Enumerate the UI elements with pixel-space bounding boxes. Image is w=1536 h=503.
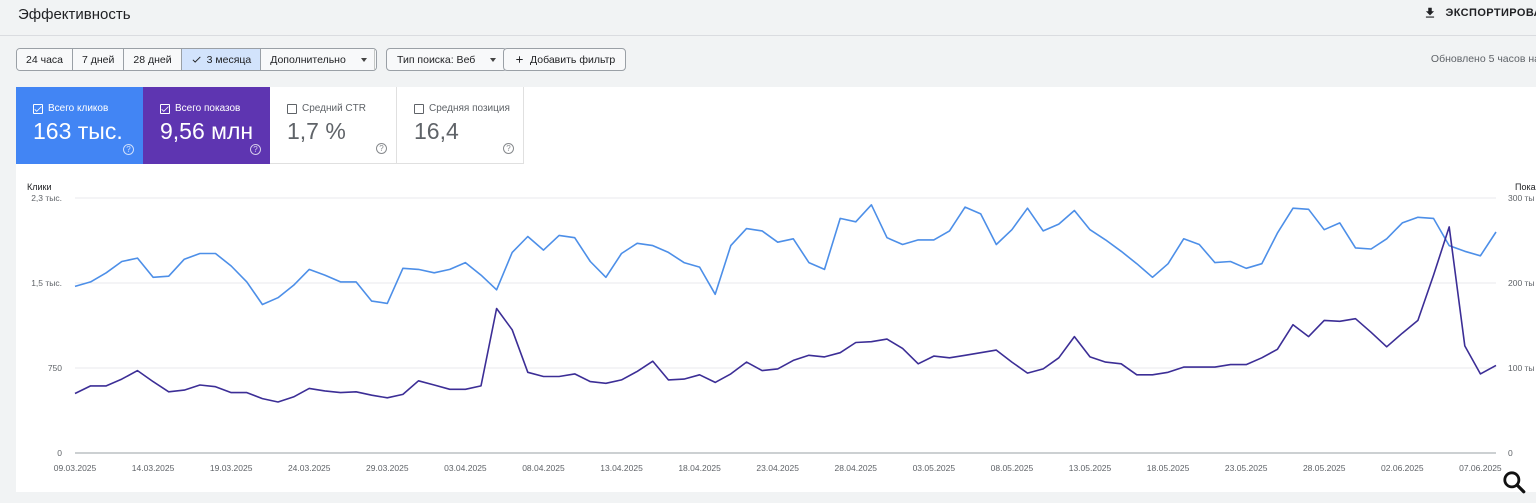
page-header: Эффективность ЭКСПОРТИРОВА bbox=[0, 0, 1536, 36]
magnifier-icon[interactable] bbox=[1501, 469, 1527, 495]
x-tick-label: 09.03.2025 bbox=[54, 463, 97, 473]
x-tick-label: 23.05.2025 bbox=[1225, 463, 1268, 473]
x-tick-label: 24.03.2025 bbox=[288, 463, 331, 473]
metric-position-label: Средняя позиция bbox=[429, 103, 510, 114]
metric-impressions[interactable]: Всего показов 9,56 млн ? bbox=[143, 87, 270, 164]
x-tick-label: 18.05.2025 bbox=[1147, 463, 1190, 473]
range-3m-button[interactable]: 3 месяца bbox=[181, 49, 262, 70]
x-tick-label: 13.05.2025 bbox=[1069, 463, 1112, 473]
x-tick-label: 03.05.2025 bbox=[913, 463, 956, 473]
export-button[interactable]: ЭКСПОРТИРОВА bbox=[1423, 6, 1536, 20]
left-tick-label: 0 bbox=[57, 448, 62, 458]
metric-clicks[interactable]: Всего кликов 163 тыс. ? bbox=[16, 87, 143, 164]
right-axis-title: Показ bbox=[1515, 182, 1536, 192]
metric-impressions-value: 9,56 млн bbox=[160, 118, 254, 144]
x-tick-label: 19.03.2025 bbox=[210, 463, 253, 473]
left-tick-label: 1,5 тыс. bbox=[31, 278, 62, 288]
metric-impressions-label: Всего показов bbox=[175, 103, 241, 114]
check-icon bbox=[161, 105, 169, 112]
caret-down-icon bbox=[490, 57, 497, 62]
metric-position-value: 16,4 bbox=[414, 118, 459, 144]
range-24h-label: 24 часа bbox=[26, 53, 63, 66]
help-icon[interactable]: ? bbox=[123, 144, 134, 155]
metric-clicks-value: 163 тыс. bbox=[33, 118, 123, 144]
left-tick-label: 750 bbox=[48, 363, 62, 373]
x-tick-label: 03.04.2025 bbox=[444, 463, 487, 473]
ctr-checkbox[interactable] bbox=[287, 103, 297, 114]
metric-ctr-value: 1,7 % bbox=[287, 118, 346, 144]
range-28d-button[interactable]: 28 дней bbox=[124, 49, 182, 70]
x-tick-label: 28.04.2025 bbox=[834, 463, 877, 473]
x-tick-label: 14.03.2025 bbox=[132, 463, 175, 473]
help-icon[interactable]: ? bbox=[503, 143, 514, 154]
search-type-filter[interactable]: Тип поиска: Веб bbox=[386, 48, 508, 71]
x-tick-label: 28.05.2025 bbox=[1303, 463, 1346, 473]
left-axis-title: Клики bbox=[27, 182, 52, 192]
x-tick-label: 08.05.2025 bbox=[991, 463, 1034, 473]
x-tick-label: 02.06.2025 bbox=[1381, 463, 1424, 473]
range-7d-button[interactable]: 7 дней bbox=[73, 49, 125, 70]
clicks-checkbox[interactable] bbox=[33, 103, 43, 114]
performance-card: Всего кликов 163 тыс. ? Всего показов 9,… bbox=[16, 87, 1536, 492]
help-icon[interactable]: ? bbox=[376, 143, 387, 154]
clicks-series-line[interactable] bbox=[74, 204, 1497, 306]
range-more-label: Дополнительно bbox=[270, 53, 346, 66]
check-icon bbox=[192, 56, 201, 63]
left-tick-label: 2,3 тыс. bbox=[31, 193, 62, 203]
add-filter-button[interactable]: Добавить фильтр bbox=[503, 48, 627, 71]
filter-divider bbox=[374, 49, 375, 70]
check-icon bbox=[34, 105, 42, 112]
date-range-selector: 24 часа 7 дней 28 дней 3 месяца Дополнит… bbox=[16, 48, 377, 71]
x-tick-label: 13.04.2025 bbox=[600, 463, 643, 473]
help-icon[interactable]: ? bbox=[250, 144, 261, 155]
range-7d-label: 7 дней bbox=[82, 53, 115, 66]
download-icon bbox=[1426, 7, 1435, 18]
right-tick-label: 200 ты bbox=[1508, 278, 1535, 288]
impressions-checkbox[interactable] bbox=[160, 103, 170, 114]
range-3m-label: 3 месяца bbox=[206, 53, 252, 66]
range-more-dropdown[interactable]: Дополнительно bbox=[261, 49, 376, 70]
metric-position[interactable]: Средняя позиция 16,4 ? bbox=[397, 87, 524, 164]
add-filter-label: Добавить фильтр bbox=[530, 53, 616, 66]
x-tick-label: 23.04.2025 bbox=[756, 463, 799, 473]
plus-icon bbox=[516, 56, 523, 63]
range-24h-button[interactable]: 24 часа bbox=[17, 49, 73, 70]
x-tick-label: 18.04.2025 bbox=[678, 463, 721, 473]
range-28d-label: 28 дней bbox=[133, 53, 172, 66]
metric-clicks-label: Всего кликов bbox=[48, 103, 109, 114]
metric-ctr[interactable]: Средний CTR 1,7 % ? bbox=[270, 87, 397, 164]
caret-down-icon bbox=[360, 57, 367, 62]
right-tick-label: 300 ты bbox=[1508, 193, 1535, 203]
x-tick-label: 08.04.2025 bbox=[522, 463, 565, 473]
impressions-series-line[interactable] bbox=[74, 226, 1497, 403]
right-tick-label: 100 ты bbox=[1508, 363, 1535, 373]
position-checkbox[interactable] bbox=[414, 103, 424, 114]
right-tick-label: 0 bbox=[1508, 448, 1513, 458]
x-tick-label: 07.06.2025 bbox=[1459, 463, 1502, 473]
export-label: ЭКСПОРТИРОВА bbox=[1445, 7, 1536, 19]
updated-status: Обновлено 5 часов на bbox=[1430, 53, 1536, 65]
search-type-label: Тип поиска: Веб bbox=[397, 53, 476, 66]
metric-ctr-label: Средний CTR bbox=[302, 103, 366, 114]
page-title: Эффективность bbox=[18, 6, 131, 23]
x-tick-label: 29.03.2025 bbox=[366, 463, 409, 473]
